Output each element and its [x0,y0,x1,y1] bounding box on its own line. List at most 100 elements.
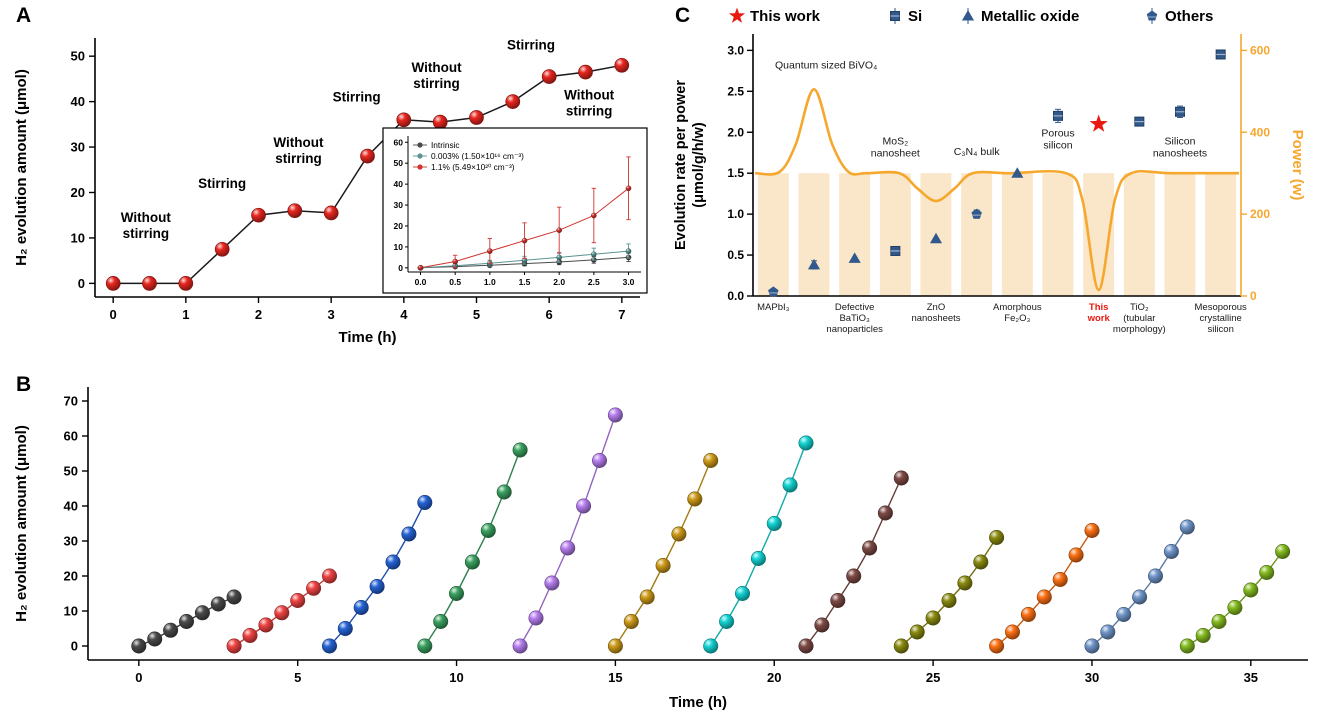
inset-data-point [591,212,597,219]
data-point [258,617,274,633]
legend-label: Si [908,8,922,25]
data-point [639,589,655,605]
inset-data-point [625,185,632,192]
inset-frame [382,127,648,294]
data-point [862,540,878,556]
svg-text:50: 50 [394,158,404,168]
left-tick-label: 1.0 [727,207,744,221]
data-point [337,620,353,636]
data-point [671,526,687,542]
panel-a: A 0 1 2 3 4 5 6 7 0 10 20 30 40 50 Time (h) H₂ evolutio… [0,0,665,365]
data-point [973,554,989,570]
data-point [179,614,195,630]
data-point [105,276,121,291]
material-annotation: C₃N₄ bulk [954,146,1001,158]
data-point [614,57,630,73]
data-point [512,638,528,654]
data-point [353,600,369,616]
data-point [1132,589,1148,605]
data-point [893,638,909,654]
inset-data-point [521,237,528,244]
category-label: nanoparticles [826,324,883,335]
power-band [757,173,789,296]
data-point [306,580,322,596]
category-label: Mesoporous [1195,302,1248,313]
data-point [178,276,194,291]
power-band [1123,173,1155,296]
panel-b-plot: 0 5 10 15 20 25 30 35 0 10 20 30 40 50 60 70 Time (h) H₂ … [13,387,1308,711]
data-point [163,622,179,638]
material-annotation: MoS₂ [882,136,908,148]
panel-c-chart: 0.0 0.5 1.0 1.5 2.0 2.5 3.0 0 200 400 600 Evolution… [673,7,1306,335]
svg-text:10: 10 [394,242,404,252]
y-tick-label: 70 [64,394,78,409]
data-point [1052,572,1068,588]
panel-a-plot: 0 1 2 3 4 5 6 7 0 10 20 30 40 50 Time (h) H₂ evolution … [13,37,640,346]
x-tick-label: 0 [135,670,142,685]
star-marker [728,7,746,23]
panel-a-chart: 0 1 2 3 4 5 6 7 0 10 20 30 40 50 Time (h) H₂ evolution … [13,37,648,346]
y-axis-title: H₂ evolution amount (μmol) [13,69,30,266]
svg-text:60: 60 [394,137,404,147]
data-point [528,610,544,626]
data-point [287,203,303,219]
stirring-annotation: Stirring [333,90,381,105]
stirring-annotation: Without [121,210,172,225]
left-tick-label: 1.5 [727,166,744,180]
data-point [496,484,512,500]
x-axis-title: Time (h) [669,694,727,711]
y-tick-label: 0 [71,639,78,654]
x-tick-label: 5 [294,670,301,685]
material-annotation: silicon [1043,139,1072,151]
y-tick-label: 10 [64,604,78,619]
svg-text:0.5: 0.5 [449,277,461,287]
category-label: TiO₂ [1130,302,1149,313]
right-tick-label: 600 [1250,43,1270,57]
data-point [142,276,157,291]
data-point [560,540,576,556]
svg-text:1.5: 1.5 [519,277,531,287]
legend-label: This work [750,8,821,25]
stirring-annotation: stirring [123,226,170,241]
data-point [798,435,814,451]
data-point [433,614,449,630]
x-tick-label: 4 [400,307,408,322]
data-point [877,505,893,521]
data-point [1036,589,1052,605]
data-point [893,470,909,486]
x-tick-label: 7 [618,307,625,322]
category-label: silicon [1207,324,1233,335]
data-point [989,638,1005,654]
data-point [1243,582,1259,598]
left-tick-label: 0.0 [727,289,744,303]
svg-text:20: 20 [394,221,404,231]
category-label: Fe₂O₃ [1004,313,1030,324]
panel-b-label: B [16,373,32,396]
data-point [401,526,417,542]
data-point [734,586,750,602]
inset-legend-label: Intrinsic [431,140,460,150]
data-point [1100,624,1116,640]
y-tick-label: 50 [64,464,78,479]
y-tick-label: 40 [71,94,85,109]
power-band [1164,173,1196,296]
material-annotation: nanosheets [1153,148,1207,160]
data-point [360,148,375,164]
triangle-marker [1011,167,1024,178]
panel-a-inset: 0.0 0.5 1.0 1.5 2.0 2.5 3.0 0 10 20 30 40 50 60 Intrin… [382,127,648,294]
data-point [687,491,703,507]
pentagon-marker [1146,10,1158,21]
right-tick-label: 200 [1250,207,1270,221]
x-tick-label: 15 [608,670,622,685]
pentagon-marker [768,286,779,297]
power-band [879,173,911,296]
svg-text:3.0: 3.0 [623,277,635,287]
x-tick-label: 6 [546,307,553,322]
data-point [1275,544,1291,560]
data-point [290,593,306,609]
data-point [607,638,623,654]
stirring-annotation: Without [273,135,324,150]
data-point [782,477,798,493]
stirring-annotation: stirring [275,151,322,166]
data-point [941,593,957,609]
